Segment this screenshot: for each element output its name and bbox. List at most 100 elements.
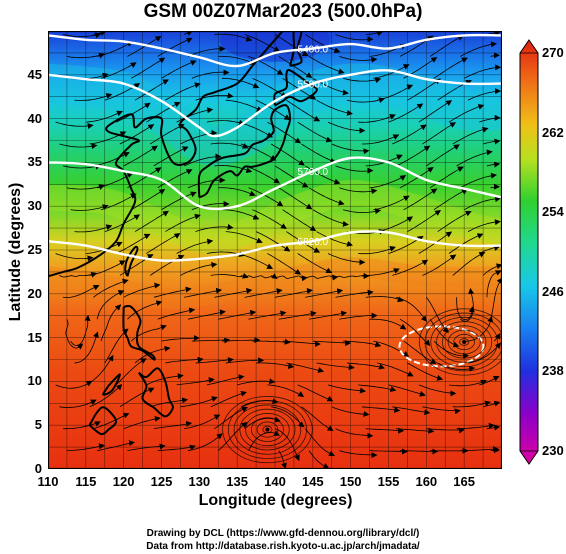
streamline xyxy=(373,64,410,79)
streamline xyxy=(304,428,335,457)
streamline xyxy=(422,406,461,415)
circulation-ring xyxy=(239,408,296,451)
circulation-ring xyxy=(233,404,302,455)
streamline xyxy=(392,259,429,276)
streamline xyxy=(312,209,349,227)
y-tick-label: 30 xyxy=(27,198,42,214)
streamline xyxy=(127,300,163,320)
streamline xyxy=(460,41,497,57)
streamline xyxy=(187,433,223,451)
streamline xyxy=(97,440,135,451)
streamline xyxy=(63,163,102,170)
streamline xyxy=(433,340,470,359)
streamline xyxy=(448,379,487,387)
contour-line xyxy=(48,156,502,211)
streamline xyxy=(187,309,226,320)
contour-label: 5400.0 xyxy=(298,45,329,56)
streamline xyxy=(358,245,396,255)
streamline xyxy=(237,253,274,269)
streamline xyxy=(297,253,333,274)
streamline xyxy=(286,362,325,373)
streamline xyxy=(248,56,284,75)
streamline xyxy=(339,187,378,195)
streamline xyxy=(267,384,305,397)
streamline xyxy=(165,82,201,101)
x-axis-label: Longitude (degrees) xyxy=(0,492,566,510)
streamline xyxy=(157,444,196,451)
streamline xyxy=(452,126,489,145)
y-tick-label: 25 xyxy=(27,242,42,257)
streamline xyxy=(115,233,151,254)
streamline xyxy=(339,56,378,63)
streamline xyxy=(214,165,253,174)
streamline xyxy=(59,271,98,278)
streamline xyxy=(161,60,197,79)
streamline xyxy=(146,233,181,254)
page-title: GSM 00Z07Mar2023 (500.0hPa) xyxy=(143,1,423,22)
streamline xyxy=(214,287,253,298)
streamline xyxy=(301,406,334,432)
map-plot-area[interactable]: 5400.0 5580.0 5760.0 5820.0 xyxy=(48,31,502,469)
colorbar-body xyxy=(519,39,539,465)
streamline xyxy=(452,252,486,276)
contour-label: 5760.0 xyxy=(298,167,329,178)
streamline xyxy=(119,387,155,408)
streamline xyxy=(244,34,280,53)
streamline xyxy=(316,231,353,247)
streamline xyxy=(301,274,339,281)
streamline xyxy=(149,123,185,145)
y-tick-label: 20 xyxy=(27,285,42,301)
streamline xyxy=(403,188,438,211)
streamline xyxy=(361,268,400,276)
streamline xyxy=(248,430,280,451)
coastline xyxy=(124,245,139,277)
x-tick-label: 135 xyxy=(226,474,248,489)
streamline xyxy=(74,331,99,364)
circulation-ring xyxy=(441,325,487,359)
x-tick-label: 145 xyxy=(301,474,324,489)
y-tick-label: 0 xyxy=(34,461,42,476)
streamline xyxy=(335,34,374,43)
streamline xyxy=(452,400,491,408)
streamline xyxy=(388,384,426,397)
map-svg[interactable]: 5400.0 5580.0 5760.0 5820.0 xyxy=(48,31,502,469)
circulation-ring xyxy=(424,312,502,372)
streamline xyxy=(165,213,201,232)
streamline xyxy=(365,427,405,434)
streamline xyxy=(448,104,485,123)
streamline xyxy=(240,143,277,161)
x-tick-label: 155 xyxy=(377,474,400,489)
coastline xyxy=(137,367,174,418)
streamline xyxy=(308,56,345,75)
circulation-ring xyxy=(459,338,470,346)
coastline xyxy=(273,69,318,107)
streamline xyxy=(388,103,424,123)
streamline xyxy=(339,450,378,459)
streamline xyxy=(104,328,129,364)
streamline xyxy=(301,143,337,164)
y-tick-label: 5 xyxy=(34,417,42,433)
streamline xyxy=(180,396,218,408)
streamline xyxy=(274,288,313,298)
streamline xyxy=(437,211,472,232)
streamline xyxy=(305,288,344,298)
streamline xyxy=(267,253,302,275)
streamline xyxy=(123,415,161,430)
streamline xyxy=(403,340,437,365)
streamline xyxy=(346,362,385,370)
streamline xyxy=(286,99,321,122)
streamline xyxy=(191,200,230,211)
streamline xyxy=(184,287,223,298)
streamline xyxy=(255,99,291,121)
x-tick-label: 110 xyxy=(37,474,59,489)
circulation-ring xyxy=(418,308,502,376)
streamline xyxy=(433,188,468,211)
y-tick-label: 15 xyxy=(27,329,42,345)
colorbar-tick-label: 238 xyxy=(542,363,564,379)
streamline xyxy=(407,210,442,232)
streamline xyxy=(456,149,493,167)
streamline xyxy=(74,224,113,233)
streamline xyxy=(157,169,193,189)
x-tick-label: 115 xyxy=(75,474,97,489)
streamline xyxy=(225,231,263,244)
